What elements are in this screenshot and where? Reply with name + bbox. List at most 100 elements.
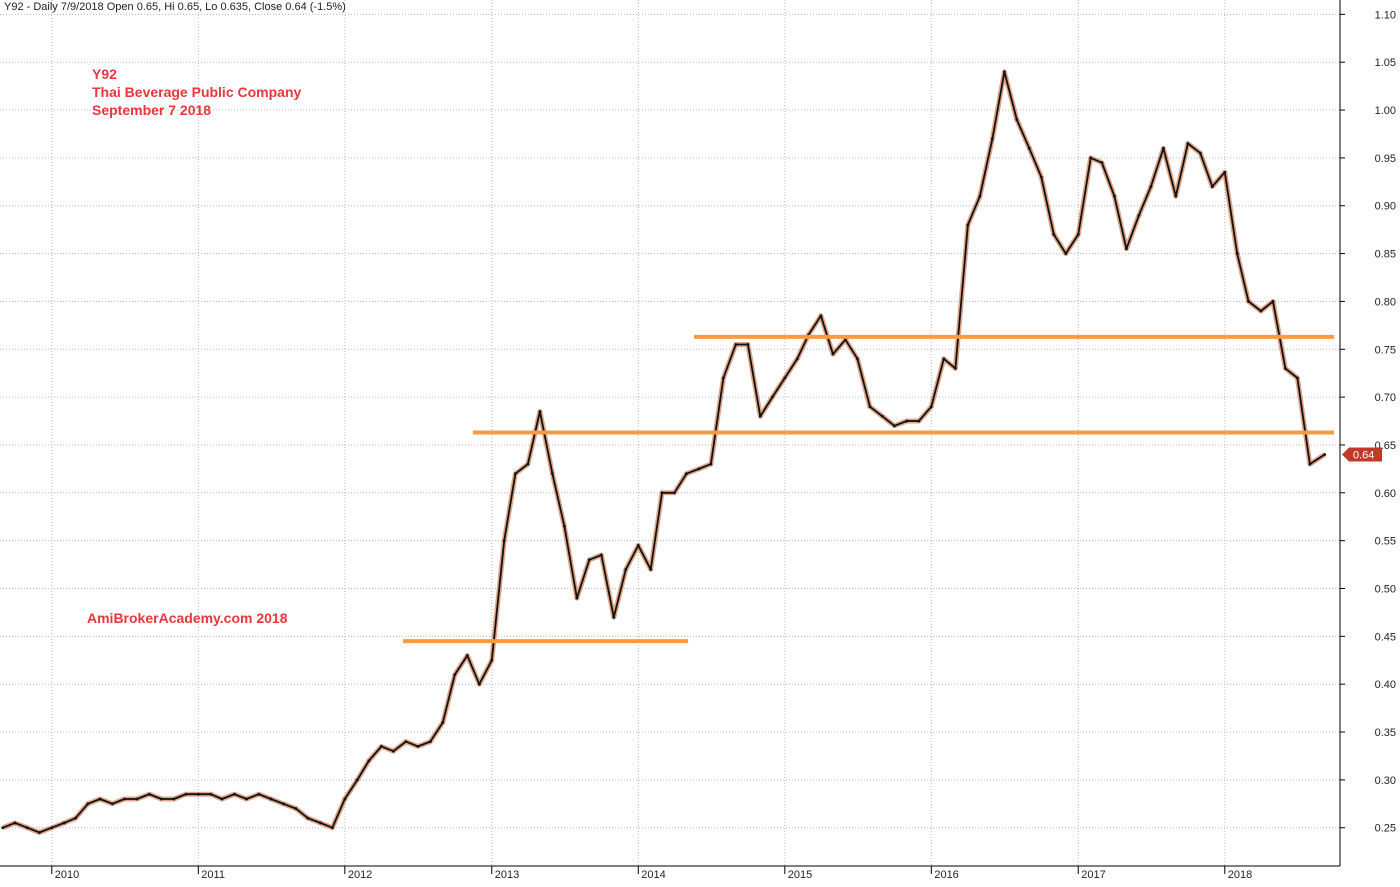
price-point — [1284, 367, 1287, 370]
price-point — [636, 544, 640, 547]
price-point — [831, 352, 835, 356]
x-tick-label: 2014 — [641, 869, 665, 881]
price-point — [220, 797, 224, 801]
price-point — [62, 821, 66, 825]
price-point — [37, 831, 41, 834]
y-tick-label: 1.00 — [1375, 105, 1396, 117]
price-point — [1137, 213, 1141, 217]
price-point — [269, 797, 273, 801]
y-tick-label: 0.30 — [1375, 775, 1396, 787]
last-price-badge — [1342, 447, 1382, 462]
price-point — [86, 802, 90, 806]
price-point — [660, 491, 664, 495]
price-point — [318, 821, 322, 825]
price-point — [942, 357, 946, 361]
price-point — [1076, 233, 1080, 236]
y-tick-label: 0.55 — [1375, 536, 1396, 548]
x-tick-label: 2012 — [348, 869, 372, 881]
price-point — [1308, 462, 1312, 466]
price-point — [721, 376, 725, 380]
price-point — [587, 558, 591, 562]
price-point — [649, 567, 653, 571]
x-tick-label: 2016 — [934, 869, 958, 881]
y-tick-label: 1.10 — [1375, 9, 1396, 21]
price-point — [1259, 309, 1263, 313]
price-point — [453, 673, 457, 677]
y-tick-label: 0.25 — [1375, 823, 1396, 835]
y-tick-label: 0.45 — [1375, 631, 1396, 643]
price-point — [25, 826, 29, 830]
price-point — [1027, 146, 1031, 150]
price-point — [550, 472, 554, 476]
annotation-watermark: AmiBrokerAcademy.com 2018 — [87, 610, 288, 626]
price-point — [538, 410, 542, 413]
price-point — [172, 797, 176, 801]
price-point — [1039, 175, 1043, 179]
last-price-label: 0.64 — [1353, 450, 1374, 462]
price-point — [147, 792, 151, 796]
x-tick-label: 2015 — [788, 869, 812, 881]
price-point — [294, 807, 298, 810]
price-point — [74, 816, 77, 820]
price-point — [13, 821, 17, 825]
price-point — [783, 376, 787, 380]
price-point — [758, 414, 762, 418]
y-tick-label: 0.95 — [1375, 153, 1396, 165]
price-point — [1149, 185, 1153, 188]
price-point — [599, 553, 603, 557]
price-point — [612, 615, 616, 619]
x-tick-label: 2010 — [55, 869, 79, 881]
price-point — [734, 343, 738, 346]
x-tick-label: 2018 — [1228, 869, 1252, 881]
price-point — [1161, 146, 1165, 150]
price-point — [1223, 170, 1227, 174]
price-point — [966, 223, 970, 227]
price-point — [50, 826, 54, 830]
price-point — [1296, 376, 1299, 380]
price-point — [392, 749, 395, 753]
price-point — [245, 797, 248, 801]
price-point — [563, 524, 566, 528]
price-point — [1125, 247, 1128, 251]
price-point — [1323, 453, 1327, 456]
price-point — [856, 357, 859, 361]
y-tick-label: 1.05 — [1375, 57, 1396, 69]
x-tick-label: 2011 — [201, 869, 225, 881]
y-tick-label: 0.70 — [1375, 392, 1396, 404]
price-point — [159, 797, 163, 801]
price-point — [1002, 70, 1006, 74]
price-point — [917, 419, 921, 423]
price-point — [905, 419, 909, 423]
price-point — [1100, 161, 1104, 165]
price-point — [844, 338, 847, 342]
price-point — [673, 491, 676, 495]
price-point — [624, 567, 628, 571]
x-tick-label: 2013 — [495, 869, 519, 881]
y-tick-label: 0.90 — [1375, 201, 1396, 213]
annotation-symbol: Y92 — [92, 66, 117, 82]
price-point — [404, 740, 408, 744]
price-point — [233, 792, 236, 796]
price-point — [770, 395, 774, 399]
price-point — [1174, 194, 1178, 198]
price-point — [575, 596, 579, 600]
y-tick-label: 0.35 — [1375, 727, 1396, 739]
price-point — [257, 792, 261, 796]
price-point — [465, 654, 469, 657]
price-point — [282, 802, 285, 806]
price-point — [428, 740, 432, 744]
price-point — [196, 792, 200, 796]
price-point — [526, 462, 530, 466]
price-point — [893, 424, 896, 428]
price-point — [111, 802, 114, 806]
price-point — [135, 797, 139, 801]
price-point — [1210, 185, 1214, 188]
price-point — [1271, 300, 1275, 303]
price-point — [709, 462, 713, 466]
price-point — [367, 759, 371, 763]
price-series-band — [1, 69, 1327, 835]
y-tick-label: 0.80 — [1375, 296, 1396, 308]
chart-header-ohlc: Y92 - Daily 7/9/2018 Open 0.65, Hi 0.65,… — [4, 1, 346, 13]
price-point — [184, 792, 188, 796]
